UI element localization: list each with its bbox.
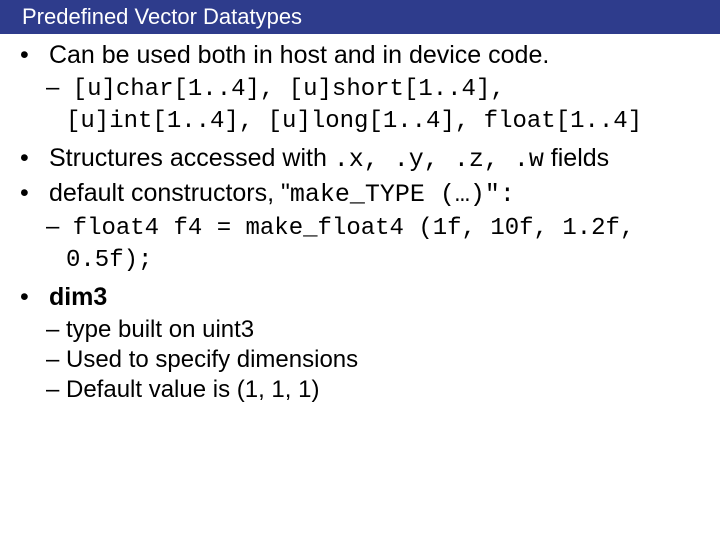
bullet-3-code: make_TYPE (…)": [290,180,515,209]
bullet-1-sublist: [u]char[1..4], [u]short[1..4], [u]int[1.… [18,73,702,137]
bullet-4: dim3 type built on uint3 Used to specify… [18,282,702,405]
bullet-4-sub-2-text: Used to specify dimensions [66,346,358,373]
bullet-4-text: dim3 [49,283,107,311]
bullet-4-sub-3-text: Default value is (1, 1, 1) [66,376,319,403]
bullet-2-code: .x, .y, .z, .w [334,145,544,174]
slide-body: Can be used both in host and in device c… [0,34,720,405]
bullet-4-sublist: type built on uint3 Used to specify dime… [18,315,702,405]
bullet-4-sub-3: Default value is (1, 1, 1) [18,375,702,405]
bullet-1-text: Can be used both in host and in device c… [49,41,549,69]
bullet-3-sub-1-code: float4 f4 = make_float4 (1f, 10f, 1.2f, … [66,215,634,274]
bullet-3-sublist: float4 f4 = make_float4 (1f, 10f, 1.2f, … [18,212,702,276]
bullet-4-sub-2: Used to specify dimensions [18,345,702,375]
bullet-3: default constructors, "make_TYPE (…)": f… [18,178,702,276]
bullet-2-post: fields [544,144,609,172]
bullet-2: Structures accessed with .x, .y, .z, .w … [18,143,702,175]
bullet-1-sub-1-code: [u]char[1..4], [u]short[1..4], [u]int[1.… [66,76,642,135]
bullet-3-pre: default constructors, " [49,179,290,207]
slide-title: Predefined Vector Datatypes [0,0,720,34]
bullet-1-sub-1: [u]char[1..4], [u]short[1..4], [u]int[1.… [18,73,702,137]
bullet-list: Can be used both in host and in device c… [18,40,702,405]
bullet-1: Can be used both in host and in device c… [18,40,702,137]
bullet-4-sub-1-text: type built on uint3 [66,316,254,343]
bullet-4-sub-1: type built on uint3 [18,315,702,345]
bullet-2-pre: Structures accessed with [49,144,334,172]
bullet-3-sub-1: float4 f4 = make_float4 (1f, 10f, 1.2f, … [18,212,702,276]
